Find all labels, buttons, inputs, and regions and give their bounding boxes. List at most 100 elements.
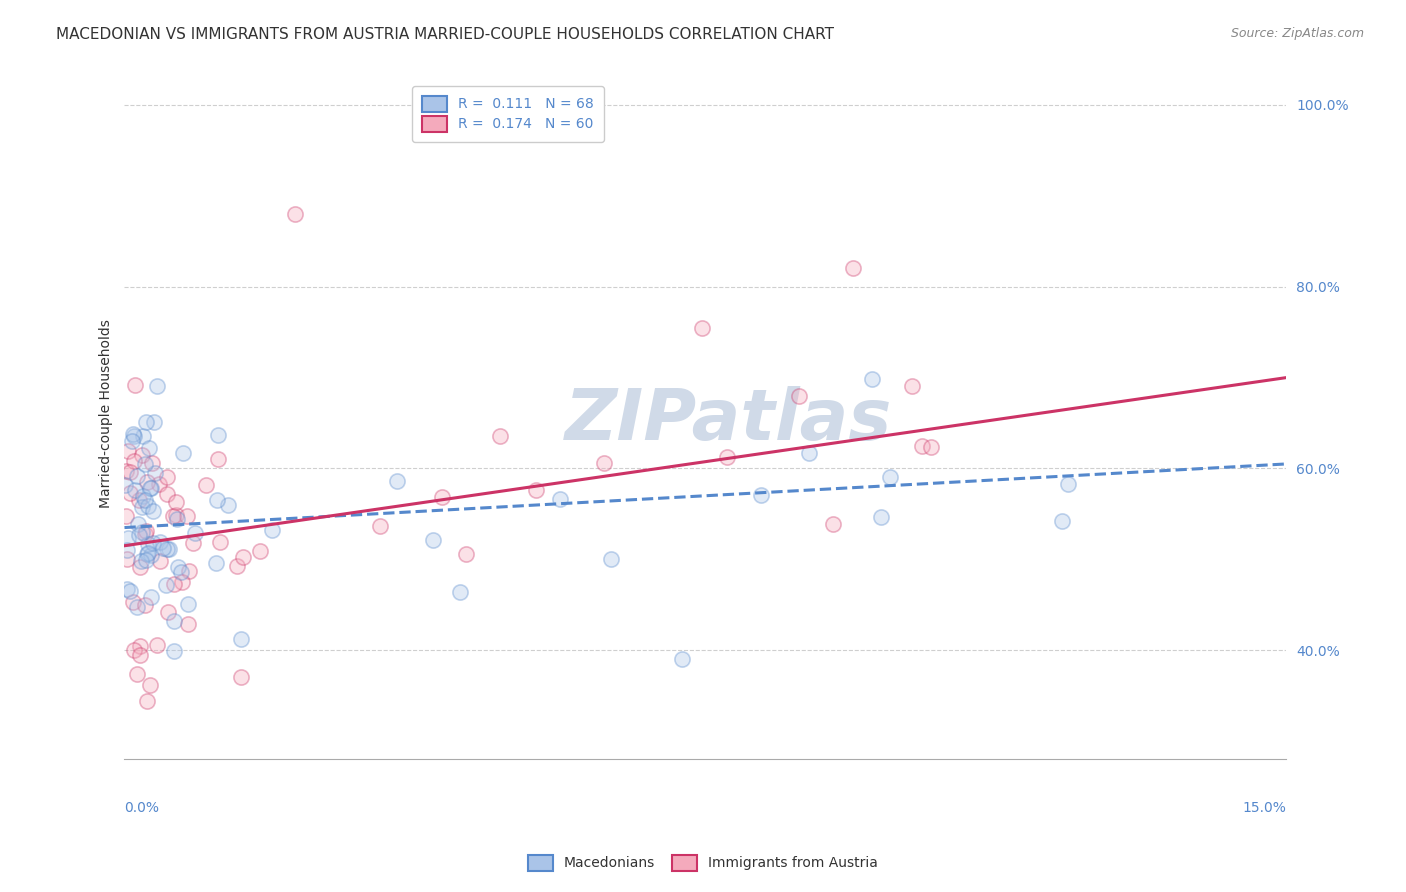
Point — [149, 553, 172, 567]
Point — [1057, 476, 1080, 491]
Point — [125, 667, 148, 681]
Point — [172, 446, 194, 460]
Point — [797, 446, 820, 460]
Point — [163, 577, 186, 591]
Point — [177, 617, 200, 632]
Point — [138, 678, 160, 692]
Point — [870, 509, 893, 524]
Point — [135, 553, 157, 567]
Point — [128, 528, 150, 542]
Point — [122, 643, 145, 657]
Point — [146, 638, 169, 652]
Y-axis label: Married-couple Households: Married-couple Households — [100, 319, 114, 508]
Point — [385, 474, 408, 488]
Point — [167, 559, 190, 574]
Point — [671, 652, 693, 666]
Point — [115, 508, 138, 523]
Point — [132, 429, 155, 443]
Point — [128, 493, 150, 508]
Point — [229, 632, 252, 646]
Point — [207, 428, 229, 442]
Point — [139, 481, 162, 495]
Point — [422, 533, 444, 547]
Point — [115, 543, 138, 558]
Point — [162, 508, 184, 523]
Point — [157, 541, 180, 556]
Point — [129, 559, 152, 574]
Text: 0.0%: 0.0% — [125, 801, 159, 814]
Point — [117, 582, 139, 596]
Point — [117, 531, 139, 545]
Point — [122, 429, 145, 443]
Point — [207, 493, 229, 508]
Point — [136, 537, 159, 551]
Point — [166, 512, 188, 526]
Point — [592, 456, 614, 470]
Point — [920, 440, 942, 454]
Point — [127, 517, 149, 532]
Point — [195, 477, 218, 491]
Point — [207, 451, 229, 466]
Text: Source: ZipAtlas.com: Source: ZipAtlas.com — [1230, 27, 1364, 40]
Point — [163, 614, 186, 628]
Point — [749, 488, 772, 502]
Point — [118, 466, 141, 480]
Point — [135, 694, 157, 708]
Point — [142, 504, 165, 518]
Point — [125, 469, 148, 483]
Point — [176, 597, 198, 611]
Point — [600, 551, 623, 566]
Point — [284, 207, 307, 221]
Point — [134, 457, 156, 471]
Point — [155, 578, 177, 592]
Point — [156, 541, 179, 556]
Point — [131, 554, 153, 568]
Point — [131, 489, 153, 503]
Point — [249, 543, 271, 558]
Point — [136, 499, 159, 513]
Point — [121, 595, 143, 609]
Point — [368, 518, 391, 533]
Point — [148, 477, 170, 491]
Point — [860, 372, 883, 386]
Point — [690, 321, 713, 335]
Legend: Macedonians, Immigrants from Austria: Macedonians, Immigrants from Austria — [523, 849, 883, 876]
Point — [143, 467, 166, 481]
Point — [456, 547, 478, 561]
Point — [141, 456, 163, 470]
Point — [229, 669, 252, 683]
Point — [181, 536, 204, 550]
Point — [125, 600, 148, 615]
Point — [232, 549, 254, 564]
Point — [142, 536, 165, 550]
Point — [449, 584, 471, 599]
Point — [821, 516, 844, 531]
Point — [128, 639, 150, 653]
Point — [118, 583, 141, 598]
Legend: R =  0.111   N = 68, R =  0.174   N = 60: R = 0.111 N = 68, R = 0.174 N = 60 — [412, 86, 603, 142]
Point — [117, 444, 139, 458]
Point — [911, 439, 934, 453]
Point — [262, 523, 284, 537]
Point — [135, 415, 157, 429]
Point — [209, 535, 232, 549]
Point — [134, 526, 156, 541]
Point — [165, 508, 187, 522]
Point — [121, 434, 143, 448]
Point — [124, 483, 146, 497]
Point — [548, 492, 571, 507]
Point — [901, 379, 924, 393]
Point — [138, 441, 160, 455]
Point — [146, 379, 169, 393]
Point — [787, 389, 810, 403]
Point — [131, 524, 153, 539]
Point — [841, 261, 863, 276]
Point — [136, 545, 159, 559]
Point — [128, 648, 150, 662]
Point — [205, 556, 228, 570]
Point — [157, 605, 180, 619]
Point — [135, 475, 157, 489]
Point — [179, 564, 201, 578]
Point — [172, 574, 194, 589]
Point — [135, 547, 157, 561]
